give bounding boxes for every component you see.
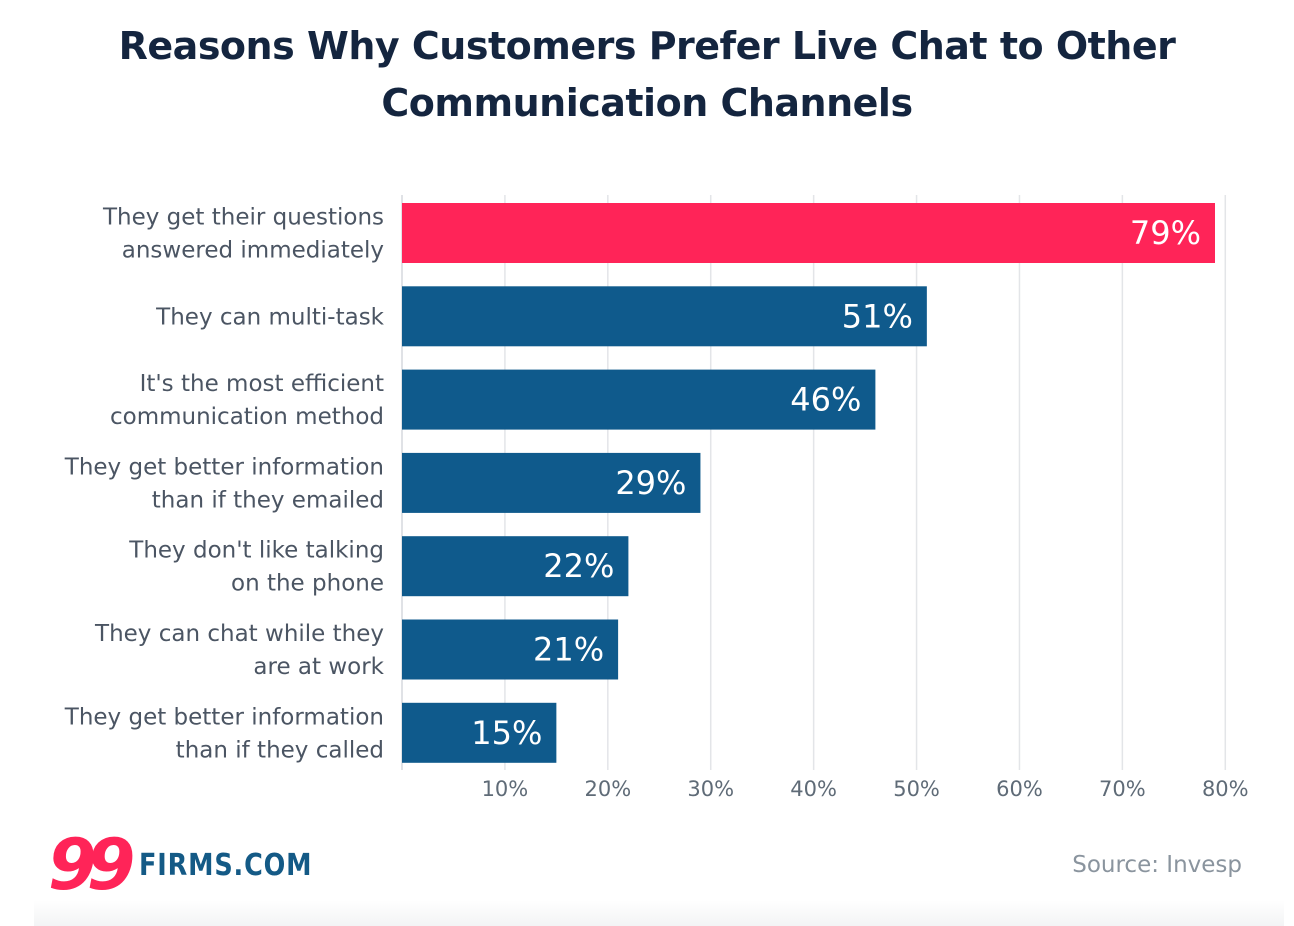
data-label: 79% [1130, 214, 1201, 252]
category-label: They get their questions [102, 205, 384, 231]
bar [402, 536, 629, 597]
data-label: 46% [790, 381, 861, 419]
category-label: than if they emailed [152, 487, 384, 513]
x-tick-label: 80% [1202, 777, 1249, 801]
category-label: It's the most efficient [140, 371, 384, 397]
data-label: 51% [842, 297, 913, 335]
logo-text: FIRMS.COM [139, 847, 313, 883]
logo: 99 FIRMS.COM [48, 830, 343, 900]
x-tick-label: 20% [584, 777, 631, 801]
x-tick-label: 10% [482, 777, 529, 801]
footer-shade [34, 900, 1284, 926]
bar [402, 702, 557, 763]
bar [402, 369, 876, 430]
category-label: answered immediately [122, 238, 384, 264]
category-label: They can chat while they [94, 621, 384, 647]
bar [402, 286, 927, 347]
x-tick-label: 40% [790, 777, 837, 801]
category-label: They don't like talking [128, 538, 384, 564]
source-note: Source: Invesp [1072, 852, 1242, 878]
category-label: They can multi-task [155, 304, 385, 330]
category-label: on the phone [231, 571, 384, 597]
category-label: They get better information [64, 454, 384, 480]
data-label: 22% [543, 547, 614, 585]
x-tick-label: 70% [1099, 777, 1146, 801]
chart-title: Reasons Why Customers Prefer Live Chat t… [118, 24, 1176, 125]
x-tick-label: 30% [687, 777, 734, 801]
data-label: 15% [471, 714, 542, 752]
x-tick-label: 60% [996, 777, 1043, 801]
data-label: 21% [533, 631, 604, 669]
x-tick-label: 50% [893, 777, 940, 801]
bar [402, 619, 619, 680]
category-label: than if they called [176, 737, 384, 763]
logo-number: 99 [48, 824, 135, 906]
category-label: They get better information [64, 704, 384, 730]
data-label: 29% [615, 464, 686, 502]
category-label: communication method [110, 404, 384, 430]
category-label: are at work [253, 654, 384, 680]
bar [402, 203, 1215, 263]
bar [402, 452, 701, 513]
